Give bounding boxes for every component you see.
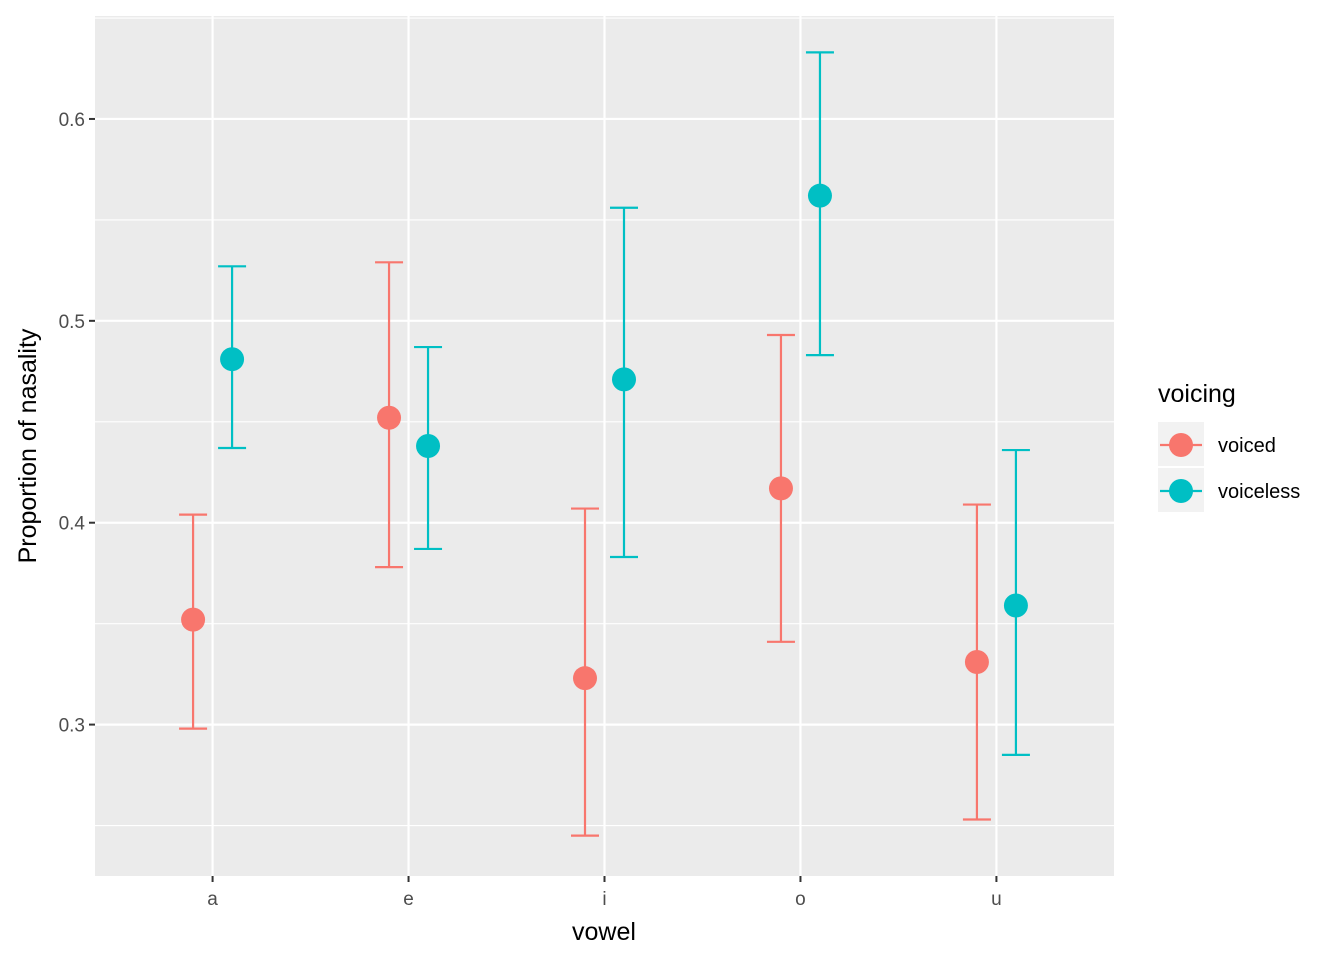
point-voiceless [416,434,441,458]
y-tick-label: 0.6 [59,110,85,131]
x-tick-label: e [403,889,414,910]
y-tick-label: 0.5 [59,312,85,333]
legend-keys [1160,433,1202,503]
x-tick-label: o [795,889,806,910]
y-tick-label: 0.3 [59,716,85,737]
point-voiceless [807,183,832,208]
point-voiceless [1003,593,1028,618]
point-voiced [377,405,402,430]
point-voiced [573,666,597,691]
point-voiceless [612,367,636,392]
y-tick-label: 0.4 [59,514,86,535]
legend-title: voicing [1158,380,1236,408]
legend-label-voiceless: voiceless [1218,481,1300,503]
y-axis-title: Proportion of nasality [14,328,42,563]
data-marks [179,51,1030,837]
point-voiced [768,476,793,501]
y-axis: 0.3 0.4 0.5 0.6 [59,110,95,737]
x-tick-label: a [207,889,218,910]
point-voiceless [220,347,245,372]
x-tick-label: u [991,889,1002,910]
legend: voicing voiced voiceless [1158,380,1300,512]
legend-key-point-voiceless [1169,479,1193,503]
point-voiced [964,650,989,675]
grid-major [95,16,1114,876]
point-voiced [181,607,206,632]
x-tick-label: i [602,889,606,910]
x-axis-title: vowel [572,918,636,946]
legend-key-point-voiced [1169,433,1193,457]
legend-label-voiced: voiced [1218,435,1276,457]
